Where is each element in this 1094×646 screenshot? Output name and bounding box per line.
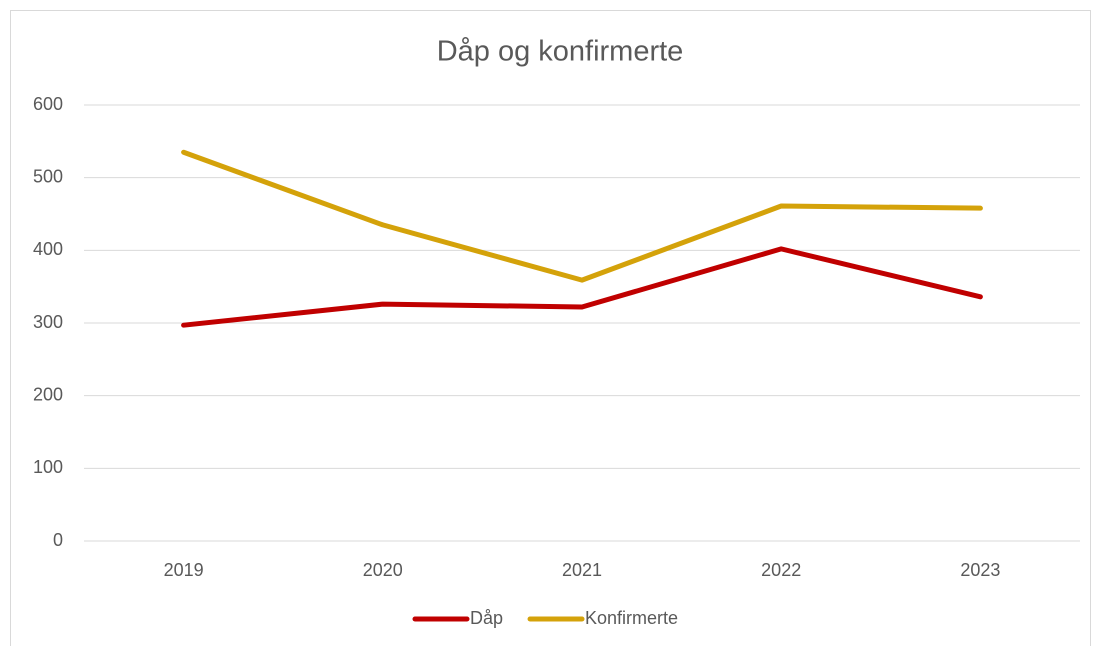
chart-frame [10,10,1091,646]
legend-label: Konfirmerte [585,608,678,628]
line-series [181,246,983,328]
y-tick-label: 200 [33,384,63,404]
y-tick-label: 400 [33,239,63,259]
y-tick-label: 600 [33,94,63,114]
x-tick-label: 2020 [363,560,403,580]
y-tick-label: 0 [53,530,63,550]
x-tick-label: 2019 [164,560,204,580]
chart-title: Dåp og konfirmerte [437,36,684,68]
y-tick-label: 500 [33,166,63,186]
legend-label: Dåp [470,608,503,628]
y-tick-label: 100 [33,457,63,477]
x-tick-label: 2021 [562,560,602,580]
line-series [181,149,983,283]
y-tick-label: 300 [33,312,63,332]
x-tick-label: 2022 [761,560,801,580]
x-tick-label: 2023 [960,560,1000,580]
